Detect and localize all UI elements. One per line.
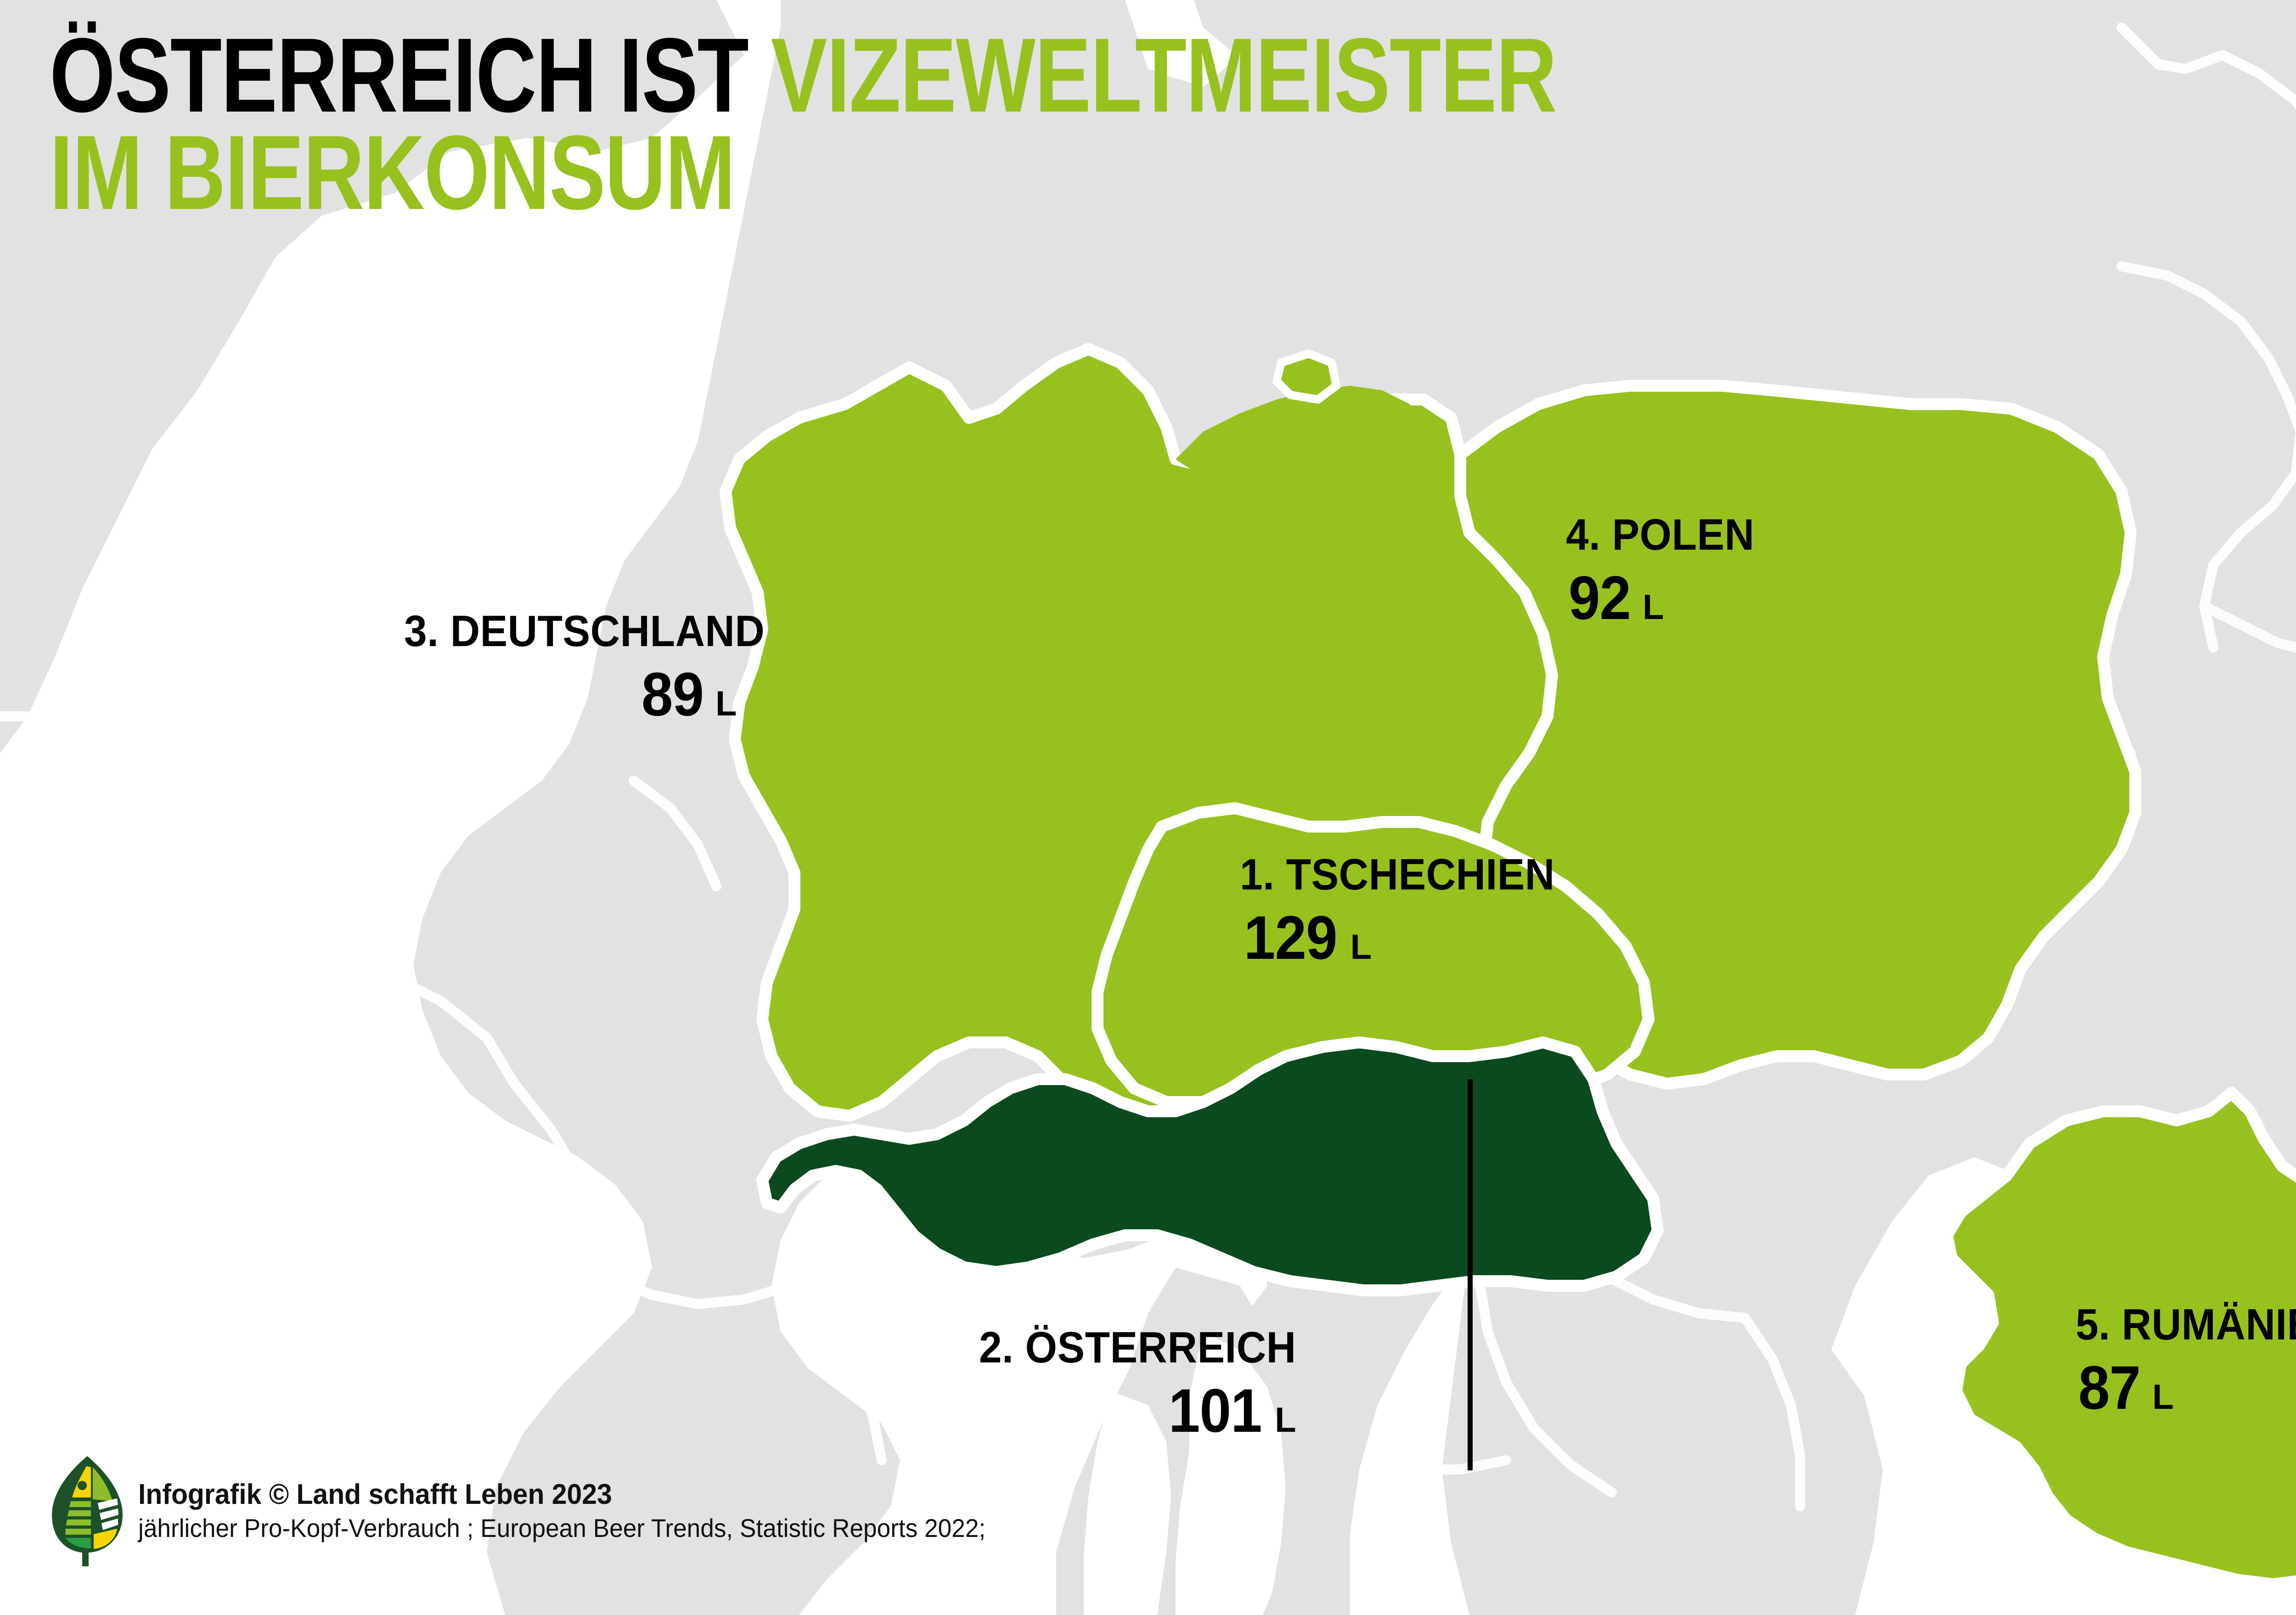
- label-rumaenien-name: 5. RUMÄNIEN: [2076, 1300, 2296, 1349]
- value-unit: L: [715, 684, 737, 723]
- label-polen-value: 92 L: [1566, 563, 1768, 633]
- credit-line: Infografik © Land schafft Leben 2023: [138, 1478, 612, 1510]
- page-title: ÖSTERREICH IST VIZEWELTMEISTER IM BIERKO…: [50, 23, 1933, 231]
- label-polen[interactable]: 4. POLEN 92 L: [1566, 510, 1768, 633]
- value-unit: L: [1275, 1401, 1296, 1440]
- austria-leader-line: [1468, 1079, 1473, 1470]
- label-tschechien-name: 1. TSCHECHIEN: [1240, 850, 1555, 899]
- map-region-polen[interactable]: [1454, 380, 2141, 1090]
- label-oesterreich[interactable]: 2. ÖSTERREICH 101 L: [955, 1322, 1296, 1446]
- footer: Infografik © Land schafft Leben 2023 jäh…: [48, 1453, 1030, 1568]
- title-line-1: ÖSTERREICH IST VIZEWELTMEISTER: [50, 23, 1557, 128]
- label-deutschland-value: 89 L: [404, 659, 792, 730]
- title-line-2: IM BIERKONSUM: [50, 113, 736, 231]
- leaf-logo-icon: [52, 1456, 123, 1566]
- label-deutschland[interactable]: 3. DEUTSCHLAND 89 L: [404, 606, 792, 730]
- title-part-black: ÖSTERREICH IST: [50, 16, 771, 134]
- label-oesterreich-name: 2. ÖSTERREICH: [979, 1323, 1296, 1372]
- label-tschechien-value: 129 L: [1240, 903, 1578, 973]
- value-number: 92: [1568, 564, 1631, 632]
- title-part-green: VIZEWELTMEISTER: [771, 16, 1557, 134]
- label-tschechien[interactable]: 1. TSCHECHIEN 129 L: [1240, 850, 1578, 973]
- label-deutschland-name: 3. DEUTSCHLAND: [404, 607, 765, 656]
- map-region-rumaenien[interactable]: [1941, 1087, 2296, 1590]
- value-unit: L: [1643, 588, 1664, 627]
- value-unit: L: [2152, 1378, 2174, 1417]
- map-adriatic-sea: [1084, 1332, 1286, 1615]
- value-number: 87: [2078, 1354, 2141, 1422]
- label-polen-name: 4. POLEN: [1566, 510, 1755, 559]
- credit-block: Infografik © Land schafft Leben 2023 jäh…: [138, 1478, 1030, 1544]
- value-number: 129: [1244, 904, 1338, 972]
- label-oesterreich-value: 101 L: [955, 1376, 1296, 1446]
- value-number: 101: [1168, 1377, 1262, 1445]
- label-rumaenien-value: 87 L: [2076, 1353, 2296, 1423]
- value-number: 89: [641, 660, 704, 729]
- value-unit: L: [1350, 928, 1372, 967]
- label-rumaenien[interactable]: 5. RUMÄNIEN 87 L: [2076, 1300, 2296, 1423]
- source-line: jährlicher Pro-Kopf-Verbrauch ; European…: [138, 1514, 986, 1543]
- map-region-oesterreich[interactable]: [756, 1036, 1664, 1296]
